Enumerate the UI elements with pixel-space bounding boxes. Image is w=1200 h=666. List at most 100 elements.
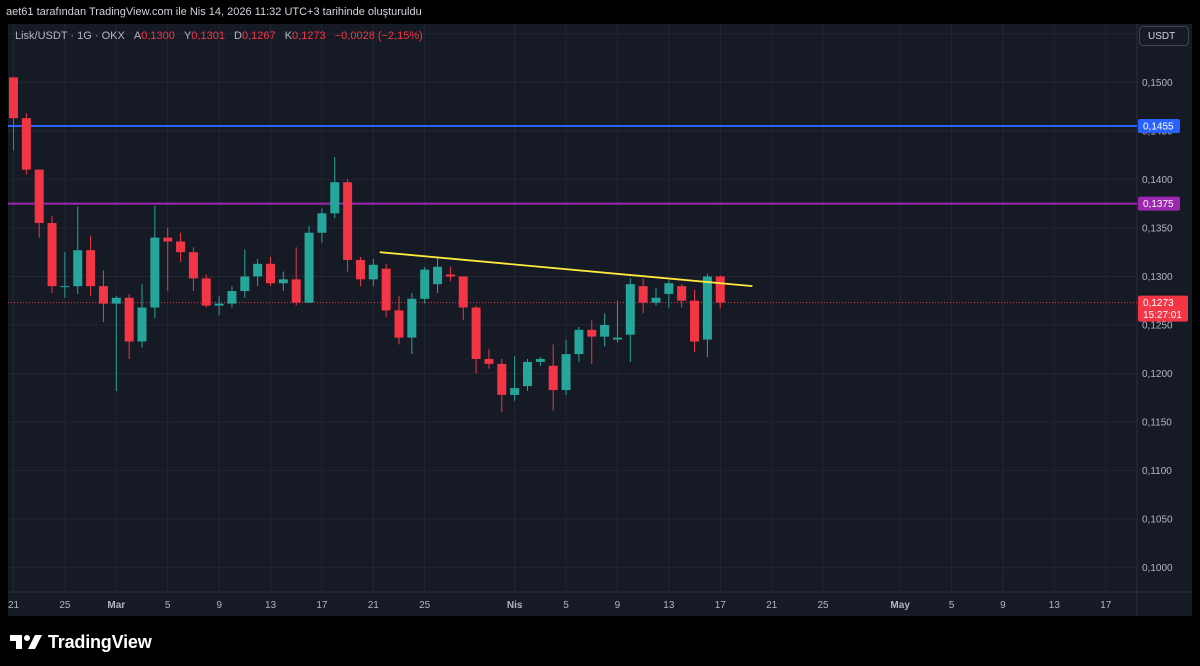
candle-body [458,276,468,308]
candle [34,169,44,238]
candle [690,290,700,353]
candle [587,320,597,364]
candle-body [124,297,134,342]
candle [21,113,31,175]
chart-panel[interactable] [8,24,1192,616]
candle [523,358,532,392]
candle [163,227,173,292]
candle-body [98,286,108,304]
candle-body [587,329,597,337]
candle [86,235,96,296]
candle [124,293,134,359]
candle-body [253,263,263,277]
candle [600,313,610,347]
candle-body [278,279,288,284]
currency-button[interactable]: USDT [1139,26,1189,46]
x-tick-label: Nis [507,600,523,611]
last-price-countdown: 15:27:01 [1143,310,1182,321]
candle [240,249,250,298]
candle [561,339,571,395]
candle [330,157,340,219]
candle [381,263,391,318]
candle [535,357,545,366]
candle [484,349,494,369]
tradingview-logo-text: TradingView [48,631,152,652]
symbol-label[interactable]: Lisk/USDT · 1G · OKX [15,30,125,42]
candle-body [21,118,31,170]
change-value: −0,0028 (−2,15%) [334,30,423,42]
y-tick-label: 0,1400 [1142,175,1173,186]
candle [150,205,160,319]
x-tick-label: 13 [265,600,277,611]
candle-body [240,276,250,292]
candle [278,271,288,292]
candle [47,216,57,293]
candle-body [510,388,520,395]
candle [394,295,404,345]
candle-body [86,250,96,287]
x-tick-label: 21 [368,600,380,611]
high-value: 0,1301 [191,30,225,42]
candle-body [150,237,160,308]
x-tick-label: 13 [663,600,675,611]
candle-body [574,329,584,355]
candle-body [690,300,700,342]
x-tick-label: 25 [419,600,431,611]
x-tick-label: 9 [1000,600,1006,611]
candle-body [638,286,648,303]
candle [458,276,468,321]
x-tick-label: Mar [107,600,125,611]
candle [137,284,147,348]
level-label-bg-0 [1138,118,1180,133]
candle-body [471,307,481,359]
candle [60,252,70,298]
candle [702,273,712,358]
y-tick-label: 0,1250 [1142,320,1173,331]
tradingview-logo[interactable]: TradingView [10,632,152,652]
attribution-text: aet61 tarafından TradingView.com ile Nis… [6,6,422,18]
y-tick-label: 0,1500 [1142,78,1173,89]
candle-body [330,182,340,214]
candle-body [317,213,327,233]
x-tick-label: 9 [615,600,621,611]
x-tick-label: 5 [165,600,171,611]
candle-body [214,303,224,306]
level-label-0: 0,1455 [1143,121,1174,132]
x-tick-label: 21 [766,600,778,611]
x-tick-label: 17 [316,600,328,611]
candle [111,295,121,392]
candle-body [304,232,314,303]
x-tick-label: May [890,600,910,611]
candle [291,247,301,306]
candle [201,274,211,308]
candles [9,77,725,413]
ohlc-legend: Lisk/USDT · 1G · OKX A0,1300 Y0,1301 D0,… [15,30,423,42]
candle [317,208,327,243]
candle-body [73,250,83,287]
candle-body [343,182,353,260]
candle-body [484,358,494,364]
candle-body [433,266,443,285]
low-value: 0,1267 [241,30,276,42]
open-value: 0,1300 [141,30,175,42]
candle-body [702,276,712,340]
close-value: 0,1273 [292,30,326,42]
candle [355,257,365,287]
tradingview-logo-icon [10,635,42,649]
last-price-label-bg [1138,295,1188,322]
x-tick-label: 17 [715,600,727,611]
candle [677,284,687,308]
candle [433,257,443,293]
candle [214,295,224,316]
candle [266,257,275,287]
x-tick-label: 21 [8,600,20,611]
high-label: Y [183,30,192,42]
candle [73,206,83,294]
open-label: A [133,30,142,42]
grid-lines [8,24,1137,592]
candle-body [612,337,622,340]
candle-body [291,279,301,303]
x-tick-label: 5 [563,600,569,611]
candle [715,275,725,309]
